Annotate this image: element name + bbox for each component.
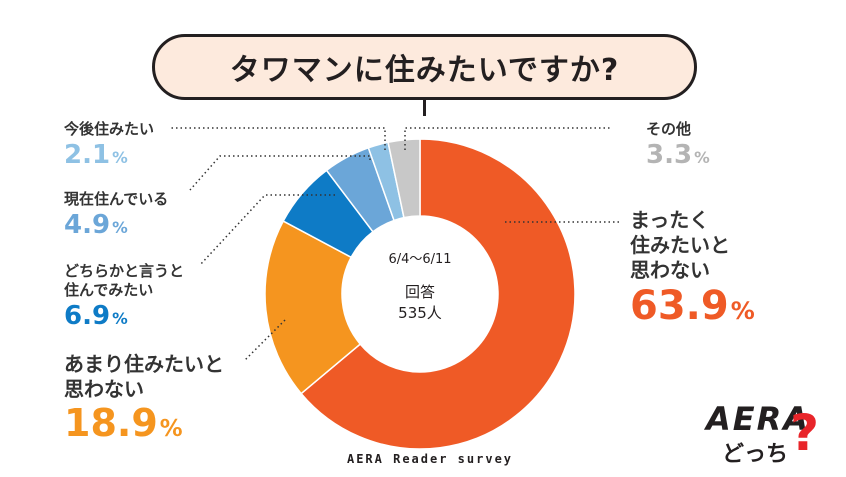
slice-0 <box>300 138 576 450</box>
logo-aera-text: AERA <box>706 400 811 438</box>
respondents-label: 回答 <box>404 283 435 301</box>
slice-5 <box>387 138 421 219</box>
survey-dates: 6/4～6/11 <box>388 252 452 267</box>
label-living-now: 現在住んでいる 4.9% <box>64 190 168 241</box>
label-rather-not-line2: 思わない <box>64 377 144 401</box>
leader-line-want-to-live <box>170 127 386 150</box>
leader-line-living-now <box>189 155 371 191</box>
slice-1 <box>264 220 362 395</box>
logo-docchi-text: どっち <box>722 442 789 467</box>
label-not-at-all-line3: 思わない <box>630 258 710 282</box>
bubble-stem <box>423 100 426 116</box>
label-other-pct: 3.3% <box>646 139 710 170</box>
title-bubble: タワマンに住みたいですか? <box>152 34 697 100</box>
aera-docchi-logo: AERA どっち ? <box>702 400 822 470</box>
label-rather-not-pct: 18.9% <box>64 401 183 445</box>
label-want-to-live-text: 今後住みたい <box>64 120 155 138</box>
label-rather-want-pct: 6.9% <box>64 300 128 331</box>
label-other: その他 3.3% <box>646 120 710 171</box>
label-want-to-live-pct: 2.1% <box>64 139 128 170</box>
label-rather-want: どちらかと言うと 住んでみたい 6.9% <box>64 262 184 332</box>
chart-title: タワマンに住みたいですか? <box>229 53 620 88</box>
label-rather-not: あまり住みたいと 思わない 18.9% <box>64 352 224 446</box>
label-want-to-live: 今後住みたい 2.1% <box>64 120 154 171</box>
label-rather-not-line1: あまり住みたいと <box>64 352 224 376</box>
label-living-now-pct: 4.9% <box>64 209 128 240</box>
label-not-at-all-line1: まったく <box>630 208 710 232</box>
center-label: 6/4～6/11 回答 535人 <box>360 248 480 323</box>
leader-line-rather-want <box>199 194 335 266</box>
label-not-at-all-pct: 63.9% <box>630 283 755 329</box>
question-mark-icon: ? <box>790 404 820 462</box>
leader-line-other <box>404 127 610 150</box>
leader-line-rather-not <box>244 319 286 361</box>
survey-source: AERA Reader survey <box>346 452 514 466</box>
label-not-at-all-line2: 住みたいと <box>630 233 730 257</box>
respondents-count: 535人 <box>398 304 442 322</box>
label-rather-want-line1: どちらかと言うと <box>64 262 185 280</box>
label-not-at-all: まったく 住みたいと 思わない 63.9% <box>630 208 755 329</box>
label-rather-want-line2: 住んでみたい <box>64 280 154 299</box>
label-other-text: その他 <box>646 120 692 138</box>
label-living-now-text: 現在住んでいる <box>64 190 169 208</box>
